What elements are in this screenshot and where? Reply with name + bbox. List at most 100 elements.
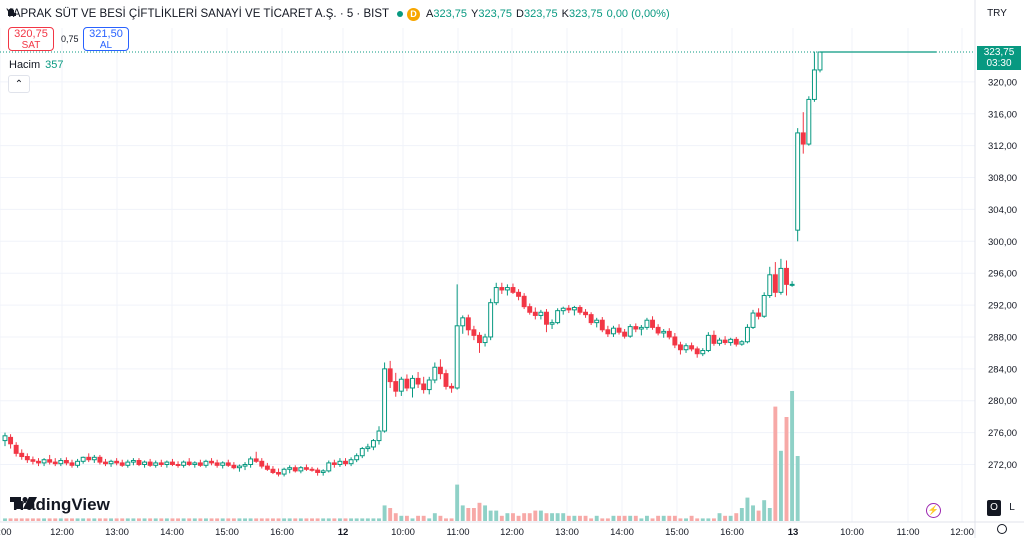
volume-bar <box>204 518 208 521</box>
candle-body <box>795 132 801 231</box>
volume-bar <box>92 518 97 521</box>
x-tick-label: 10:00 <box>840 527 864 538</box>
candle-body <box>108 460 114 465</box>
candle-body <box>694 348 700 355</box>
candle-body <box>744 326 750 343</box>
volume-bar <box>265 518 270 521</box>
candle-body <box>739 341 745 345</box>
candle-body <box>437 366 443 375</box>
volume-bar <box>628 515 633 521</box>
volume-bar <box>471 508 476 521</box>
candle-body <box>225 462 231 466</box>
volume-bar <box>315 518 320 521</box>
candle-body <box>426 379 432 391</box>
candle-body <box>510 287 516 293</box>
candle-body <box>8 436 14 445</box>
volume-bar <box>120 518 125 521</box>
candle-body <box>504 287 510 291</box>
candle-body <box>119 462 125 466</box>
candle-body <box>599 319 605 331</box>
x-tick-label: 13:00 <box>555 527 579 538</box>
candle-body <box>382 368 388 432</box>
currency-selector[interactable]: TRY <box>987 8 1007 19</box>
candle-body <box>499 287 505 291</box>
volume-bar <box>494 510 499 521</box>
volume-bar <box>360 518 365 521</box>
candle-body <box>242 464 248 467</box>
market-open-dot <box>397 11 404 17</box>
volume-bar <box>25 518 30 521</box>
ohlc-toggle-button[interactable]: O <box>987 500 1001 516</box>
sell-button[interactable]: 320,75 SAT <box>8 27 54 51</box>
volume-bar <box>678 518 683 521</box>
volume-bar <box>64 518 69 521</box>
candle-body <box>158 462 164 465</box>
candle-body <box>728 338 734 344</box>
candle-body <box>421 383 427 391</box>
volume-bar <box>421 515 426 521</box>
candle-body <box>214 462 220 466</box>
last-price-value: 323,75 <box>983 47 1015 58</box>
candle-body <box>605 329 611 335</box>
buy-button[interactable]: 321,50 AL <box>83 27 129 51</box>
buy-label: AL <box>99 40 113 51</box>
volume-bar <box>19 518 24 521</box>
candle-body <box>700 350 706 355</box>
volume-legend[interactable]: Hacim 357 <box>9 59 64 71</box>
volume-bar <box>382 505 387 521</box>
candle-body <box>337 460 343 465</box>
volume-bar <box>751 505 755 521</box>
volume-bar <box>790 391 795 521</box>
candle-body <box>644 319 650 328</box>
flash-icon[interactable]: ⚡ <box>926 503 941 518</box>
candle-body <box>292 467 298 472</box>
volume-bar <box>97 518 102 521</box>
candle-body <box>136 460 142 466</box>
candle-body <box>784 267 789 285</box>
candle-body <box>482 336 488 344</box>
volume-bar <box>58 518 63 521</box>
volume-bar <box>449 518 454 521</box>
candle-body <box>577 306 583 313</box>
candle-body <box>677 344 683 351</box>
candle-body <box>566 307 572 311</box>
candle-body <box>488 302 494 338</box>
volume-bar <box>270 518 275 521</box>
volume-bar <box>533 510 538 521</box>
volume-bar <box>466 508 471 521</box>
candle-body <box>806 98 812 145</box>
collapse-legend-button[interactable]: ⌃ <box>8 75 30 93</box>
candle-body <box>661 330 667 334</box>
candle-body <box>622 331 628 337</box>
volume-bar <box>578 515 582 521</box>
candle-body <box>772 274 778 293</box>
log-scale-button[interactable]: L <box>1009 502 1015 513</box>
volume-bar <box>622 515 627 521</box>
sell-label: SAT <box>21 40 41 51</box>
ohlc-close: K323,75 <box>561 8 603 20</box>
delayed-badge[interactable]: D <box>407 7 421 21</box>
volume-bar <box>293 518 298 521</box>
candle-body <box>287 467 293 470</box>
volume-bar <box>544 513 549 521</box>
volume-bar <box>650 518 655 521</box>
gear-icon[interactable] <box>997 524 1007 534</box>
volume-bar <box>209 518 214 521</box>
volume-bar <box>684 518 688 521</box>
volume-bar <box>243 518 247 521</box>
volume-bar <box>583 515 588 521</box>
symbol-title[interactable]: YAPRAK SÜT VE BESİ ÇİFTLİKLERİ SANAYİ VE… <box>6 8 390 20</box>
candle-body <box>594 319 600 324</box>
bull-icon <box>8 8 16 16</box>
tradingview-logo[interactable]: TradingView <box>10 495 110 515</box>
volume-bar <box>377 518 381 521</box>
candle-body <box>331 462 337 465</box>
candle-body <box>800 132 806 145</box>
candle-body <box>30 459 36 462</box>
candle-body <box>471 329 477 336</box>
volume-bar <box>594 515 599 521</box>
candle-body <box>186 461 192 466</box>
volume-bar <box>42 518 47 521</box>
